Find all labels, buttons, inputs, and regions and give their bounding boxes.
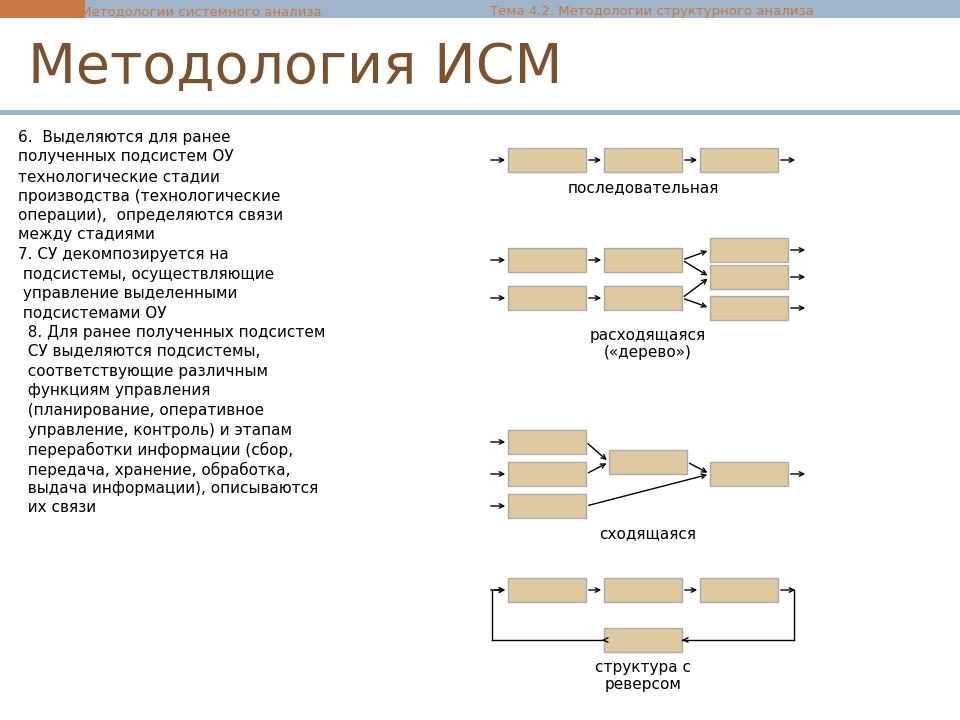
Bar <box>609 450 687 474</box>
Bar <box>710 238 788 262</box>
Bar <box>508 248 586 272</box>
Bar <box>604 248 682 272</box>
Bar <box>604 286 682 310</box>
Text: 7. СУ декомпозируется на: 7. СУ декомпозируется на <box>18 247 228 262</box>
Bar <box>700 148 778 172</box>
Text: расходящаяся
(«дерево»): расходящаяся («дерево») <box>590 328 706 361</box>
Text: функциям управления: функциям управления <box>18 384 210 398</box>
Text: 8. Для ранее полученных подсистем: 8. Для ранее полученных подсистем <box>18 325 325 340</box>
Bar <box>710 265 788 289</box>
Bar <box>0 0 85 18</box>
Text: переработки информации (сбор,: переработки информации (сбор, <box>18 442 293 458</box>
Bar <box>604 148 682 172</box>
Bar <box>0 110 960 115</box>
Bar <box>508 148 586 172</box>
Text: (планирование, оперативное: (планирование, оперативное <box>18 403 264 418</box>
Text: структура с
реверсом: структура с реверсом <box>595 660 691 693</box>
Text: производства (технологические: производства (технологические <box>18 189 280 204</box>
Bar <box>710 296 788 320</box>
Bar <box>508 462 586 486</box>
Bar <box>710 462 788 486</box>
Text: передача, хранение, обработка,: передача, хранение, обработка, <box>18 462 291 477</box>
Text: сходящаяся: сходящаяся <box>599 526 697 541</box>
Text: СУ выделяются подсистемы,: СУ выделяются подсистемы, <box>18 344 260 359</box>
Bar <box>604 578 682 602</box>
Bar <box>508 578 586 602</box>
Bar <box>85 0 960 18</box>
Bar <box>700 578 778 602</box>
Text: операции),  определяются связи: операции), определяются связи <box>18 208 283 223</box>
Text: 6.  Выделяются для ранее: 6. Выделяются для ранее <box>18 130 230 145</box>
Text: подсистемами ОУ: подсистемами ОУ <box>18 305 166 320</box>
Text: управление выделенными: управление выделенными <box>18 286 237 301</box>
Bar <box>604 628 682 652</box>
Text: выдача информации), описываются: выдача информации), описываются <box>18 481 319 496</box>
Text: последовательная: последовательная <box>567 180 719 195</box>
Bar <box>508 430 586 454</box>
Text: управление, контроль) и этапам: управление, контроль) и этапам <box>18 423 292 438</box>
Text: Тема 4.2. Методологии структурного анализа: Тема 4.2. Методологии структурного анали… <box>490 6 814 19</box>
Text: Методология ИСМ: Методология ИСМ <box>28 41 563 95</box>
Bar <box>508 494 586 518</box>
Text: подсистемы, осуществляющие: подсистемы, осуществляющие <box>18 266 275 282</box>
Bar <box>508 286 586 310</box>
Text: Раздел 4. Методологии системного анализа: Раздел 4. Методологии системного анализа <box>10 6 322 19</box>
Text: между стадиями: между стадиями <box>18 228 155 243</box>
Text: их связи: их связи <box>18 500 96 516</box>
Text: соответствующие различным: соответствующие различным <box>18 364 268 379</box>
Text: технологические стадии: технологические стадии <box>18 169 220 184</box>
Text: полученных подсистем ОУ: полученных подсистем ОУ <box>18 150 233 164</box>
